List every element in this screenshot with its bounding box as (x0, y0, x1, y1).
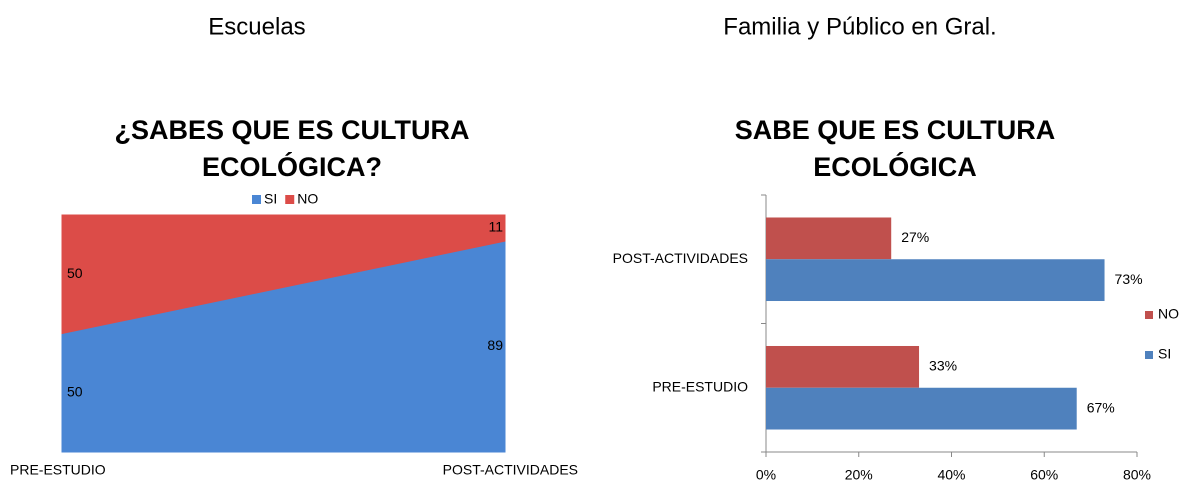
legend-label: NO (1158, 306, 1179, 322)
bar (766, 217, 892, 260)
legend-swatch (1145, 311, 1153, 319)
bar (766, 387, 1077, 430)
data-label: 33% (929, 358, 957, 374)
x-tick-label: 40% (937, 467, 965, 483)
legend-swatch (285, 195, 295, 204)
legend-label: SI (1158, 346, 1171, 362)
legend-label: NO (297, 191, 318, 207)
x-tick-label: 20% (845, 467, 873, 483)
data-label: 50 (67, 383, 83, 399)
legend-label: SI (264, 191, 277, 207)
y-tick-label: POST-ACTIVIDADES (613, 250, 748, 266)
legend-swatch (1145, 351, 1153, 359)
x-tick-label: POST-ACTIVIDADES (443, 462, 578, 478)
x-tick-label: 60% (1030, 467, 1058, 483)
data-label: 27% (901, 229, 929, 245)
x-tick-label: 80% (1123, 467, 1151, 483)
data-label: 11 (488, 219, 503, 235)
bar (766, 345, 920, 388)
data-label: 73% (1115, 271, 1143, 287)
x-tick-label: 0% (756, 467, 776, 483)
legend-swatch (252, 195, 261, 204)
area (61, 214, 506, 335)
heading: Escuelas (208, 13, 305, 40)
data-label: 50 (67, 265, 83, 281)
heading: Familia y Público en Gral. (723, 13, 996, 40)
chart-title: ¿SABES QUE ES CULTURA ECOLÓGICA? (114, 115, 470, 182)
data-label: 89 (487, 337, 503, 353)
data-label: 67% (1087, 399, 1115, 415)
chart-title: SABE QUE ES CULTURA ECOLÓGICA (734, 115, 1056, 182)
y-tick-label: PRE-ESTUDIO (652, 378, 748, 394)
x-tick-label: PRE-ESTUDIO (10, 462, 106, 478)
bar (766, 259, 1105, 302)
